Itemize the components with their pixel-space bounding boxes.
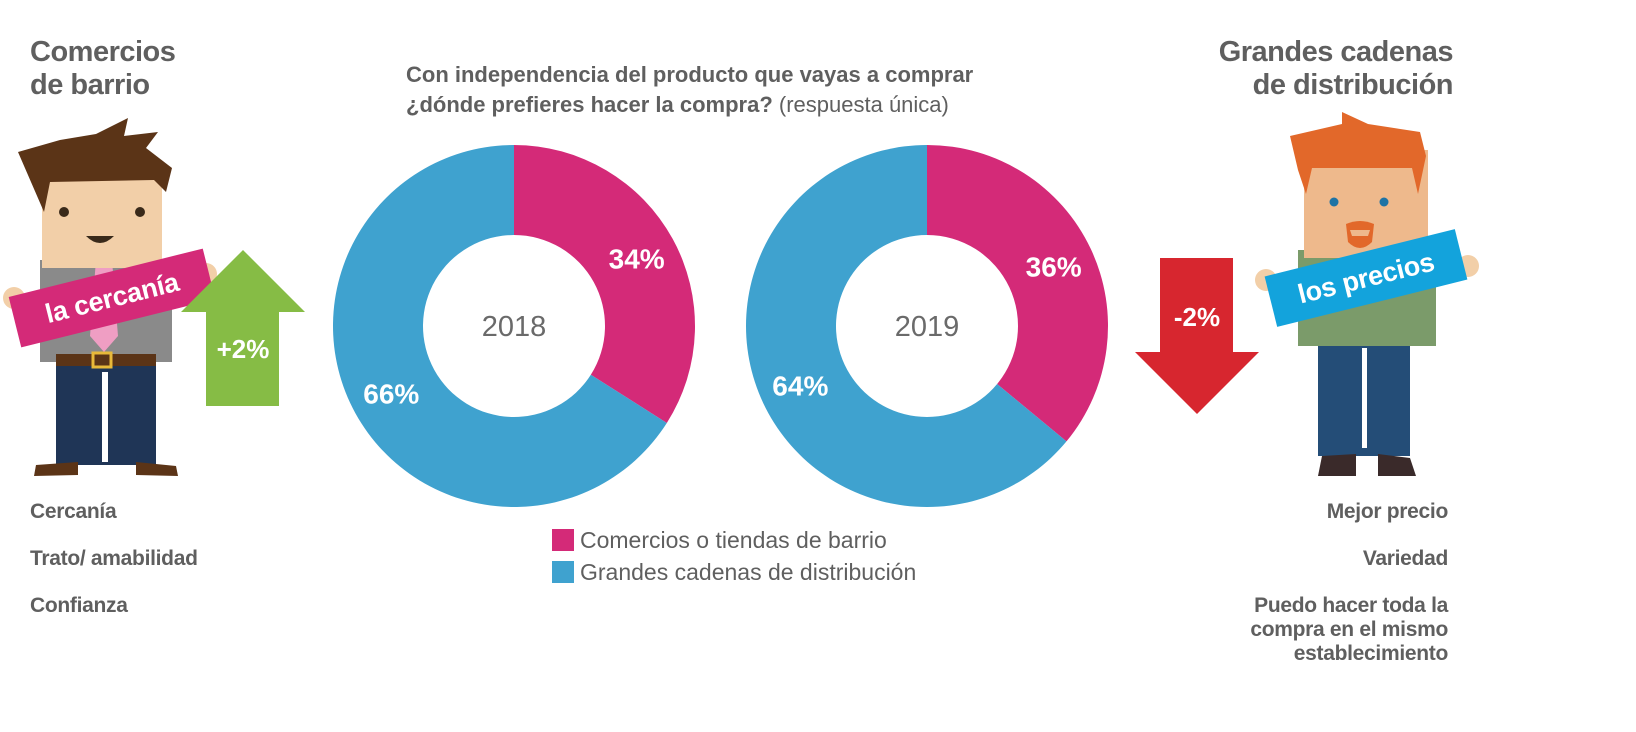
right-reason: Mejor precio — [1326, 500, 1449, 523]
left-reason: Confianza — [30, 594, 128, 617]
right-reason: compra en el mismo — [1250, 618, 1448, 641]
legend-item-barrio: Comercios o tiendas de barrio — [552, 524, 916, 556]
donut-data-label: 36% — [1026, 251, 1082, 282]
left-title: Comercios de barrio — [30, 36, 176, 102]
donut-data-label: 64% — [772, 371, 828, 402]
question-line1: Con independencia del producto que vayas… — [406, 62, 974, 87]
donut-slice-cadenas — [746, 145, 1067, 507]
right-title: Grandes cadenas de distribución — [1218, 36, 1454, 102]
legend-swatch-pink — [552, 529, 574, 551]
legend-item-cadenas: Grandes cadenas de distribución — [552, 556, 916, 588]
legend-swatch-blue — [552, 561, 574, 583]
survey-question: Con independencia del producto que vayas… — [406, 60, 973, 120]
left-title-line2: de barrio — [30, 69, 150, 101]
legend-label: Grandes cadenas de distribución — [580, 558, 917, 585]
chart-legend: Comercios o tiendas de barrio Grandes ca… — [552, 524, 916, 588]
question-line2-rest: (respuesta única) — [772, 92, 949, 117]
donut-center-year: 2018 — [482, 311, 547, 343]
right-title-line1: Grandes cadenas — [1218, 36, 1454, 68]
left-reason: Trato/ amabilidad — [30, 547, 198, 570]
green-up-arrow-icon — [181, 250, 305, 406]
right-change: -2% — [1173, 302, 1221, 332]
left-reason: Cercanía — [30, 500, 117, 523]
red-down-arrow-icon — [1135, 258, 1259, 414]
donut-slice-barrio — [927, 145, 1108, 442]
legend-label: Comercios o tiendas de barrio — [580, 526, 887, 553]
right-reason: Variedad — [1362, 547, 1448, 570]
right-reason: Puedo hacer toda la — [1254, 594, 1448, 617]
donut-slice-cadenas — [333, 145, 667, 507]
donut-data-label: 34% — [609, 244, 665, 275]
donut-chart-2018: 34% 66% 2018 — [333, 145, 695, 507]
question-line2-bold: ¿dónde prefieres hacer la compra? — [406, 92, 773, 117]
left-title-line1: Comercios — [30, 36, 176, 68]
donut-data-label: 66% — [363, 378, 419, 409]
right-reason: establecimiento — [1293, 642, 1449, 665]
donut-chart-2019: 36% 64% 2019 — [746, 145, 1108, 507]
donut-center-year: 2019 — [895, 311, 960, 343]
donut-slice-barrio — [514, 145, 695, 423]
right-title-line2: de distribución — [1252, 69, 1454, 101]
left-change: +2% — [216, 334, 270, 364]
